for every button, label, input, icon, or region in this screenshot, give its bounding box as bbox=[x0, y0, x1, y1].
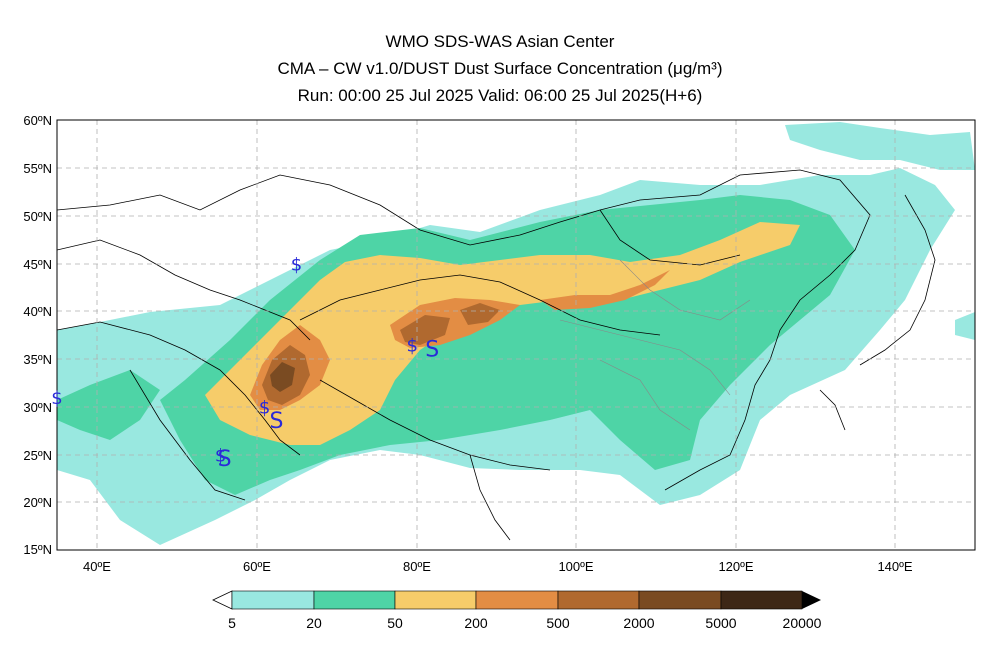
lat-tick-label: 45ºN bbox=[23, 257, 52, 272]
colorbar-label: 200 bbox=[464, 615, 488, 631]
longitude-tick-labels: 40ºE 60ºE 80ºE 100ºE 120ºE 140ºE bbox=[83, 559, 913, 574]
graticule bbox=[57, 120, 975, 550]
lat-tick-label: 30ºN bbox=[23, 400, 52, 415]
colorbar-swatch bbox=[720, 590, 803, 610]
colorbar-swatch bbox=[475, 590, 559, 610]
colorbar-label: 20000 bbox=[783, 615, 822, 631]
dust-source-marker: $ bbox=[406, 336, 417, 357]
lat-tick-label: 15ºN bbox=[23, 542, 52, 557]
dust-level-50 bbox=[205, 222, 800, 445]
colorbar: 5 20 50 200 500 2000 5000 20000 bbox=[212, 590, 822, 631]
lat-tick-label: 35ºN bbox=[23, 352, 52, 367]
colorbar-swatch bbox=[638, 590, 722, 610]
lon-tick-label: 120ºE bbox=[718, 559, 753, 574]
dust-source-marker: S bbox=[270, 409, 284, 434]
variable-title: CMA – CW v1.0/DUST Dust Surface Concentr… bbox=[277, 59, 723, 78]
colorbar-swatch bbox=[231, 590, 315, 610]
colorbar-label: 2000 bbox=[623, 615, 654, 631]
dust-source-marker: S bbox=[218, 447, 232, 472]
country-borders bbox=[57, 169, 936, 541]
station-markers: $$$ S$S$S bbox=[51, 254, 439, 472]
lat-tick-label: 20ºN bbox=[23, 495, 52, 510]
lat-tick-label: 55ºN bbox=[23, 161, 52, 176]
colorbar-swatch bbox=[394, 590, 477, 610]
product-title: WMO SDS-WAS Asian Center bbox=[385, 32, 615, 51]
dust-level-2000 bbox=[270, 362, 295, 392]
colorbar-swatch bbox=[557, 590, 640, 610]
lat-tick-label: 50ºN bbox=[23, 209, 52, 224]
dust-concentration-field bbox=[57, 120, 975, 550]
lon-tick-label: 80ºE bbox=[403, 559, 431, 574]
lon-tick-label: 140ºE bbox=[877, 559, 912, 574]
lon-tick-label: 40ºE bbox=[83, 559, 111, 574]
dust-source-marker: $ bbox=[215, 445, 226, 466]
colorbar-label: 5000 bbox=[705, 615, 736, 631]
colorbar-swatch bbox=[313, 590, 396, 610]
latitude-tick-labels: 60ºN 55ºN 50ºN 45ºN 40ºN 35ºN 30ºN 25ºN … bbox=[23, 113, 52, 557]
colorbar-label: 50 bbox=[387, 615, 403, 631]
colorbar-label: 20 bbox=[306, 615, 322, 631]
dust-source-marker: S bbox=[425, 337, 439, 362]
colorbar-under-arrow bbox=[212, 590, 233, 610]
map-frame bbox=[56, 119, 976, 551]
lat-tick-label: 40ºN bbox=[23, 304, 52, 319]
run-valid-time: Run: 00:00 25 Jul 2025 Valid: 06:00 25 J… bbox=[297, 86, 703, 105]
colorbar-label: 5 bbox=[228, 615, 236, 631]
lat-tick-label: 25ºN bbox=[23, 448, 52, 463]
dust-source-marker: $ bbox=[51, 388, 62, 409]
lat-tick-label: 60ºN bbox=[23, 113, 52, 128]
dust-source-marker: $ bbox=[259, 398, 270, 419]
province-borders bbox=[559, 259, 751, 431]
dust-source-marker: $ bbox=[291, 254, 302, 275]
colorbar-over-arrow bbox=[802, 591, 821, 609]
colorbar-label: 500 bbox=[546, 615, 570, 631]
lon-tick-label: 60ºE bbox=[243, 559, 271, 574]
lon-tick-label: 100ºE bbox=[558, 559, 593, 574]
